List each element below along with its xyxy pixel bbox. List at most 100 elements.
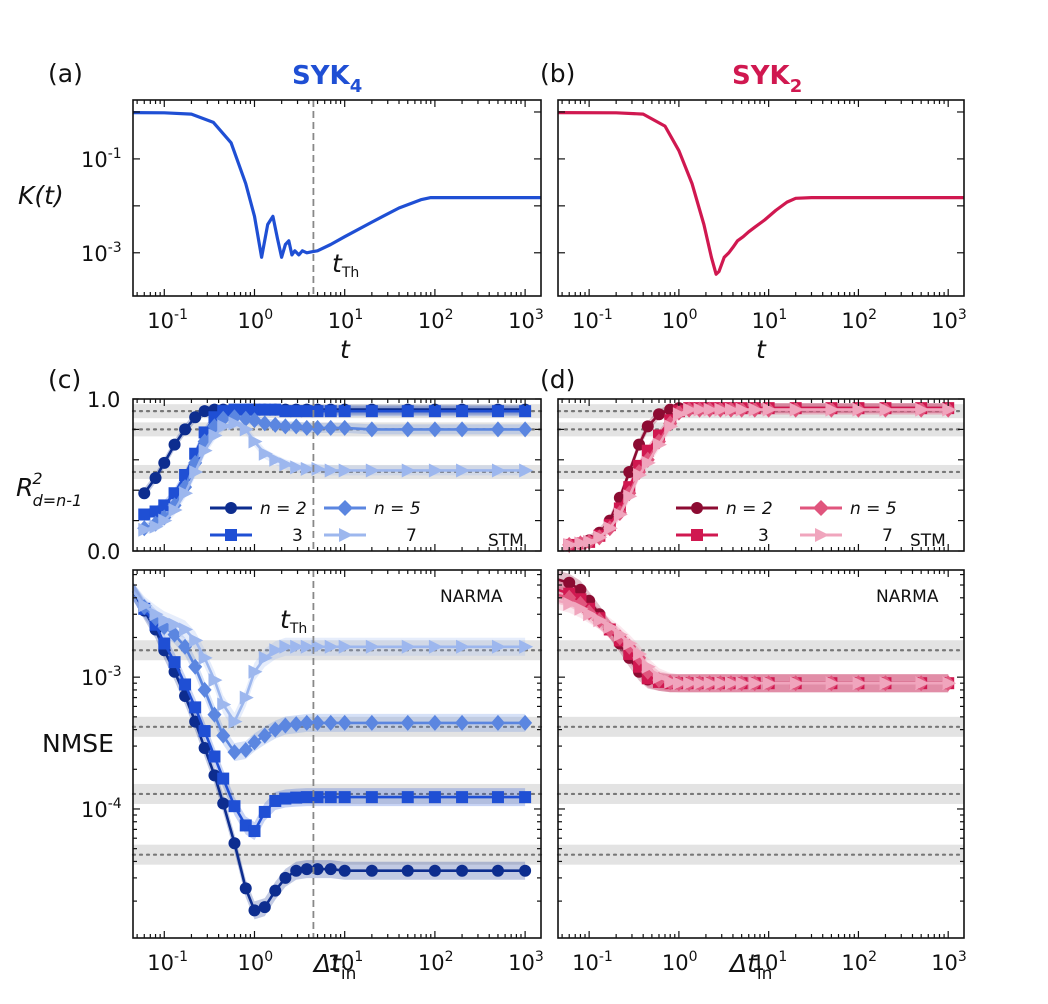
- data-point: [299, 419, 314, 436]
- data-point: [603, 521, 618, 536]
- data-point: [257, 727, 272, 744]
- plot-frame: [557, 99, 965, 297]
- data-point: [724, 676, 739, 691]
- data-point: [518, 714, 533, 731]
- data-point: [428, 864, 441, 877]
- data-point: [311, 405, 324, 418]
- title-syk2: SYK2: [732, 61, 802, 97]
- data-point: [248, 664, 263, 679]
- data-point: [268, 416, 283, 433]
- x-tick-label: 103: [931, 949, 967, 975]
- y-tick-label: 10-3: [81, 240, 122, 266]
- data-point: [228, 714, 243, 729]
- x-tick-label: 102: [841, 307, 877, 333]
- data-point: [456, 791, 469, 804]
- data-point: [491, 864, 504, 877]
- title-syk4: SYK4: [292, 61, 362, 97]
- data-point: [337, 419, 352, 436]
- data-point: [179, 622, 194, 637]
- data-point: [324, 463, 339, 478]
- x-tick-label: 101: [328, 307, 364, 333]
- data-point: [324, 791, 337, 804]
- data-point: [324, 863, 337, 876]
- data-point: [300, 461, 315, 476]
- data-point: [365, 864, 378, 877]
- data-point: [652, 670, 667, 685]
- series-line: [132, 111, 541, 259]
- data-point: [269, 884, 282, 897]
- data-point: [247, 734, 262, 751]
- xlabel-dtin-left: Δtin: [312, 949, 356, 984]
- data-point: [338, 405, 351, 418]
- data-point: [239, 422, 254, 437]
- data-point: [179, 486, 194, 501]
- data-point: [258, 805, 271, 818]
- data-point: [672, 676, 687, 691]
- data-point: [683, 676, 698, 691]
- data-point: [364, 714, 379, 731]
- data-point: [641, 659, 656, 674]
- x-tick-label: 102: [418, 949, 454, 975]
- x-tick-label: 100: [662, 949, 698, 975]
- data-point: [724, 402, 739, 417]
- x-tick-label: 10-1: [572, 307, 613, 333]
- data-point: [168, 438, 181, 451]
- tag-narma-left: NARMA: [440, 587, 503, 607]
- data-point: [198, 742, 211, 755]
- data-point: [623, 636, 638, 651]
- x-tick-label: 100: [662, 307, 698, 333]
- ylabel-K: K(t): [18, 181, 64, 210]
- x-tick-label: 102: [418, 307, 454, 333]
- panel-label-d: (d): [540, 365, 575, 394]
- data-point: [279, 871, 292, 884]
- data-point: [149, 505, 162, 518]
- data-point: [239, 690, 254, 705]
- data-point: [178, 638, 193, 655]
- data-point: [279, 639, 294, 654]
- data-point: [574, 601, 589, 616]
- data-point: [217, 772, 230, 785]
- data-point: [300, 863, 313, 876]
- data-point: [138, 598, 153, 613]
- data-point: [915, 676, 930, 691]
- data-point: [693, 402, 708, 417]
- data-point: [269, 452, 284, 467]
- data-point: [227, 744, 242, 761]
- data-point: [455, 421, 470, 438]
- data-point: [748, 402, 763, 417]
- data-point: [189, 411, 202, 424]
- data-point: [279, 405, 292, 418]
- series-band: [558, 570, 949, 693]
- data-point: [248, 825, 261, 838]
- data-point: [748, 676, 763, 691]
- series-band: [133, 582, 526, 762]
- series-band: [558, 586, 949, 693]
- data-point: [269, 794, 282, 807]
- data-point: [323, 419, 338, 436]
- data-point: [228, 800, 241, 813]
- data-point: [491, 463, 506, 478]
- data-point: [138, 522, 153, 537]
- data-point: [852, 676, 867, 691]
- data-point: [290, 791, 303, 804]
- series-band: [133, 582, 526, 841]
- data-point: [289, 716, 304, 733]
- data-point: [324, 405, 337, 418]
- data-point: [456, 639, 471, 654]
- data-point: [825, 402, 840, 417]
- xlabel-t-left: t: [340, 335, 351, 364]
- x-tick-label: 103: [931, 307, 967, 333]
- data-point: [401, 463, 416, 478]
- xlabel-dtin-right: Δtin: [728, 949, 772, 984]
- data-point: [167, 626, 182, 643]
- plot-frame: [132, 99, 542, 297]
- data-point: [915, 402, 930, 417]
- data-point: [825, 676, 840, 691]
- data-point: [238, 410, 253, 427]
- data-point: [574, 583, 587, 596]
- data-point: [633, 468, 648, 482]
- data-point: [179, 678, 192, 691]
- panel-label-a: (a): [48, 59, 83, 88]
- data-point: [593, 613, 608, 628]
- data-point: [563, 576, 576, 589]
